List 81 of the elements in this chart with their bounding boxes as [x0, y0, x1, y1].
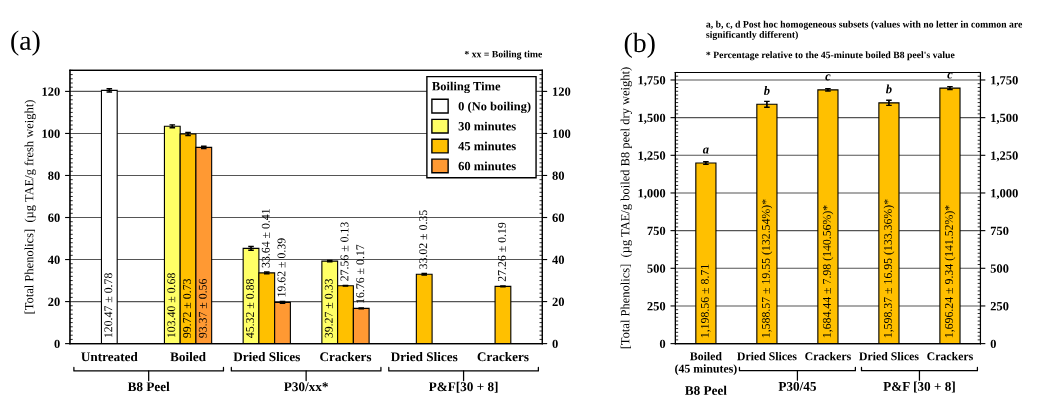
legend-title: Boiling Time: [432, 81, 501, 94]
y-tick-label: 0: [54, 339, 60, 349]
data-label: 1,598.37 ± 16.95 (133.36%)*: [883, 199, 895, 338]
data-label: 27.56 ± 0.13: [340, 222, 349, 281]
data-label: 45.32 ± 0.88: [246, 279, 255, 338]
y-axis-title: [Total Phenolics] (µg TAE/g fresh weight): [24, 100, 36, 314]
y2-tick-label: 1,500: [991, 113, 1018, 124]
y2-tick-label: 40: [552, 255, 565, 265]
x-tick-label: Dried Slices: [859, 351, 919, 361]
data-label: 33.64 ± 0.41: [261, 209, 270, 268]
y-tick-label: 750: [647, 226, 666, 236]
x-tick-label: Crackers: [320, 351, 372, 362]
text: a, b, c, d Post hoc homogeneous subsets (values with no letter in common are significantly different): [706, 20, 1023, 40]
data-label: 1,198.56 ± 8.71: [700, 264, 711, 338]
y-tick-label: 500: [647, 264, 666, 273]
y-tick-label: 0: [659, 339, 666, 349]
legend-label: 30 minutes: [458, 121, 516, 131]
y-tick-label: 60: [48, 213, 60, 222]
y-axis-title: [Total Phenolics] (µg TAE/g boiled B8 peel dry weight): [620, 67, 632, 349]
chart-title: (a): [11, 30, 40, 56]
annotation: c: [825, 74, 831, 81]
x-tick-label: Untreated: [81, 351, 138, 362]
y-tick-label: 100: [42, 129, 60, 138]
chart-title: (b): [624, 32, 655, 58]
annotation: b: [763, 86, 770, 95]
text: * xx = Boiling time: [464, 50, 543, 60]
annotation: b: [885, 84, 892, 94]
y2-tick-label: 1,750: [991, 76, 1018, 87]
y2-tick-label: 0: [552, 339, 558, 349]
y-tick-label: 1,500: [638, 113, 666, 124]
annotation: a: [702, 147, 709, 154]
y2-tick-label: 750: [990, 226, 1009, 236]
data-label: 39.27 ± 0.33: [324, 279, 333, 338]
data-label: 1,588.57 ± 19.55 (132.54%)*: [761, 199, 773, 338]
y-tick-label: 120: [42, 87, 60, 96]
text: P&F [30 + 8]: [883, 381, 955, 393]
y-tick-label: 1,250: [638, 151, 666, 162]
x-tick-label: Boiled: [170, 351, 206, 362]
y2-tick-label: 1,250: [991, 151, 1018, 162]
x-tick-label: Dried Slices: [390, 351, 458, 362]
y2-tick-label: 1,000: [991, 188, 1018, 200]
x-tick-label: Dried Slices: [233, 351, 300, 362]
y-tick-label: 80: [48, 171, 60, 180]
data-label: 1,684.44 ± 7.98 (140.56%)*: [822, 205, 834, 338]
x-tick-label: Boiled (45 minutes): [675, 351, 737, 375]
legend-label: 60 minutes: [458, 161, 516, 171]
data-label: 1,696.24 ± 9.34 (141.52%)*: [944, 205, 956, 338]
legend-label: 45 minutes: [458, 141, 516, 151]
y2-tick-label: 20: [552, 297, 565, 307]
y2-tick-label: 80: [552, 171, 565, 180]
x-tick-label: Crackers: [477, 351, 529, 362]
y-tick-label: 1,750: [638, 76, 666, 87]
text: * Percentage relative to the 45-minute boiled B8 peel's value: [706, 51, 955, 61]
text: B8 Peel: [685, 385, 727, 395]
y-tick-label: 1,000: [638, 188, 666, 200]
text: P30/xx*: [284, 382, 328, 392]
text: P30/45: [778, 381, 816, 391]
data-label: 99.72 ± 0.73: [183, 279, 192, 338]
text: P&F[30 + 8]: [428, 381, 498, 393]
y2-tick-label: 120: [553, 87, 571, 96]
y-tick-label: 250: [647, 301, 666, 311]
data-label: 16.76 ± 0.17: [356, 244, 365, 303]
y-tick-label: 20: [48, 297, 60, 307]
data-label: 93.37 ± 0.56: [198, 278, 207, 338]
x-tick-label: Crackers: [805, 351, 851, 361]
data-label: 27.26 ± 0.19: [497, 222, 506, 282]
x-tick-label: Crackers: [927, 351, 973, 361]
y2-tick-label: 60: [552, 213, 565, 222]
data-label: 120.47 ± 0.78: [104, 273, 113, 338]
data-label: 103.40 ± 0.68: [167, 273, 176, 338]
x-tick-label: Dried Slices: [737, 351, 797, 361]
annotation: c: [947, 72, 953, 79]
text: B8 Peel: [127, 381, 170, 392]
legend-label: 0 (No boiling): [458, 101, 531, 114]
y2-tick-label: 0: [990, 339, 996, 349]
y2-tick-label: 100: [553, 129, 571, 138]
y2-tick-label: 250: [990, 301, 1009, 311]
data-label: 33.02 ± 0.35: [419, 210, 428, 269]
y2-tick-label: 500: [990, 264, 1009, 273]
data-label: 19.62 ± 0.39: [277, 238, 286, 297]
y-tick-label: 40: [47, 255, 60, 265]
